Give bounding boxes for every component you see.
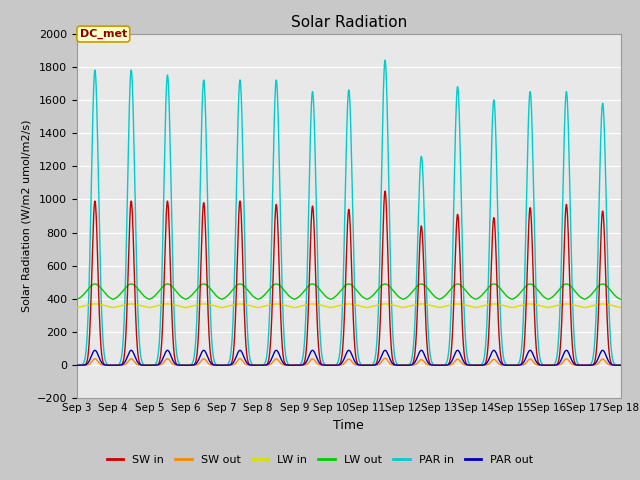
PAR in (471, 362, 479, 368)
SW out (617, 362, 625, 368)
LW in (441, 303, 449, 309)
LW in (616, 305, 624, 311)
SW out (381, 355, 389, 361)
SW in (441, 362, 449, 368)
LW out (329, 296, 337, 301)
PAR in (381, 57, 389, 63)
Y-axis label: Solar Radiation (W/m2 umol/m2/s): Solar Radiation (W/m2 umol/m2/s) (21, 120, 31, 312)
PAR out (441, 362, 449, 368)
LW out (616, 296, 624, 302)
SW out (441, 362, 449, 368)
Line: LW out: LW out (77, 284, 621, 300)
LW out (91, 281, 99, 287)
LW in (91, 301, 99, 307)
PAR in (616, 362, 624, 368)
SW out (73, 362, 81, 368)
SW in (471, 362, 479, 368)
LW out (502, 292, 509, 298)
Text: DC_met: DC_met (80, 29, 127, 39)
Legend: SW in, SW out, LW in, LW out, PAR in, PAR out: SW in, SW out, LW in, LW out, PAR in, PA… (102, 451, 538, 469)
LW out (73, 297, 81, 302)
SW in (436, 362, 444, 368)
PAR out (502, 362, 509, 368)
PAR out (329, 362, 337, 368)
PAR out (171, 360, 179, 366)
LW in (73, 305, 81, 311)
LW out (171, 287, 179, 292)
Title: Solar Radiation: Solar Radiation (291, 15, 407, 30)
SW in (73, 362, 81, 368)
SW out (436, 362, 444, 368)
SW out (616, 362, 624, 368)
SW in (171, 354, 179, 360)
PAR in (441, 362, 449, 368)
SW in (617, 362, 625, 368)
SW in (502, 362, 509, 368)
SW in (328, 362, 336, 368)
SW out (471, 362, 479, 368)
PAR in (171, 319, 179, 325)
PAR out (616, 362, 624, 368)
LW in (329, 304, 337, 310)
PAR out (471, 362, 479, 368)
X-axis label: Time: Time (333, 419, 364, 432)
Line: PAR out: PAR out (77, 350, 621, 365)
PAR out (73, 362, 81, 368)
Line: SW out: SW out (77, 358, 621, 365)
PAR in (73, 362, 81, 368)
SW out (502, 362, 509, 368)
LW out (441, 293, 449, 299)
SW out (171, 362, 179, 368)
Line: PAR in: PAR in (77, 60, 621, 365)
LW in (471, 304, 479, 310)
LW out (471, 296, 479, 302)
PAR in (436, 362, 444, 368)
PAR in (502, 361, 509, 367)
LW in (502, 303, 509, 309)
PAR out (91, 348, 99, 353)
LW in (617, 305, 625, 311)
LW out (617, 297, 625, 302)
PAR out (617, 362, 625, 368)
SW in (616, 362, 624, 368)
SW out (328, 362, 336, 368)
LW in (171, 302, 179, 308)
Line: LW in: LW in (77, 304, 621, 308)
SW in (381, 188, 389, 194)
Line: SW in: SW in (77, 191, 621, 365)
PAR in (617, 362, 625, 368)
PAR in (328, 362, 336, 368)
